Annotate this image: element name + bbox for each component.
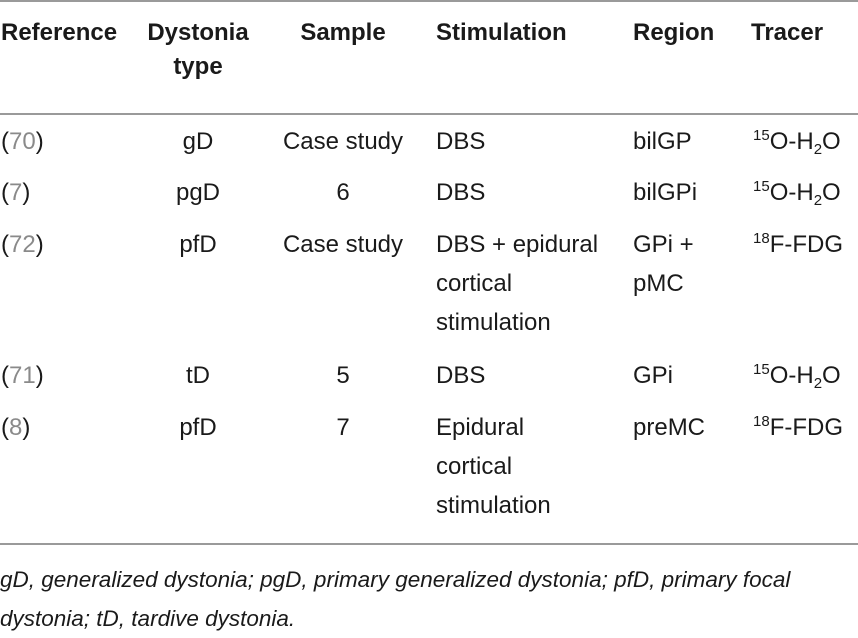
cell-stimulation: DBS <box>436 362 486 389</box>
cell-dystonia-type: pfD <box>179 414 217 441</box>
cell-tracer: 18F-FDG <box>753 408 843 450</box>
table-footnote: gD, generalized dystonia; pgD, primary g… <box>0 560 858 638</box>
cell-stimulation: Epidural cortical stimulation <box>436 408 551 525</box>
tracer-isotope: 15 <box>753 127 770 144</box>
cell-sample: Case study <box>282 128 404 155</box>
tracer-end: O <box>822 362 841 389</box>
header-stimulation: Stimulation <box>436 19 567 46</box>
cell-reference[interactable]: (8) <box>1 414 31 441</box>
tracer-main: F-FDG <box>769 414 843 441</box>
cell-tracer: 15O-H2O <box>753 173 841 215</box>
cell-stimulation: DBS <box>436 179 486 206</box>
cell-reference[interactable]: (7) <box>1 179 31 206</box>
header-reference: Reference <box>1 19 118 46</box>
region-line: GPi + <box>633 231 694 258</box>
stimulation-line: DBS + epidural <box>436 231 599 258</box>
header-sample: Sample <box>300 19 386 46</box>
cell-dystonia-type: gD <box>182 128 214 155</box>
tracer-isotope: 15 <box>753 361 770 378</box>
stimulation-line: cortical <box>436 270 513 297</box>
table-row: (7) pgD 6 DBS bilGPi 15O-H2O <box>0 173 858 213</box>
table-row: (71) tD 5 DBS GPi 15O-H2O <box>0 356 858 396</box>
cell-tracer: 15O-H2O <box>753 122 841 164</box>
cell-sample: 5 <box>336 362 350 389</box>
cell-reference[interactable]: (71) <box>1 362 44 389</box>
cell-sample: Case study <box>282 231 404 258</box>
region-line: pMC <box>633 270 684 297</box>
cell-region: bilGPi <box>633 179 698 206</box>
cell-stimulation: DBS <box>436 128 486 155</box>
cell-sample: 6 <box>336 179 350 206</box>
tracer-main: O-H <box>769 128 814 155</box>
tracer-sub: 2 <box>813 141 823 158</box>
cell-dystonia-type: pfD <box>179 231 217 258</box>
cell-region: bilGP <box>633 128 692 155</box>
cell-region: GPi <box>633 362 674 389</box>
header-tracer: Tracer <box>751 19 824 46</box>
stimulation-line: Epidural <box>436 414 525 441</box>
tracer-isotope: 15 <box>753 178 770 195</box>
tracer-main: F-FDG <box>769 231 843 258</box>
table-bottom-rule <box>0 543 858 545</box>
reference-link[interactable]: 72 <box>9 231 36 258</box>
cell-dystonia-type: tD <box>186 362 210 389</box>
header-dystonia-type-line2: type <box>173 53 223 80</box>
footnote-line1: gD, generalized dystonia; pgD, primary g… <box>0 567 791 592</box>
reference-link[interactable]: 70 <box>9 128 36 155</box>
tracer-end: O <box>822 128 841 155</box>
cell-region: GPi + pMC <box>633 225 694 303</box>
stimulation-line: stimulation <box>436 492 551 519</box>
cell-tracer: 18F-FDG <box>753 225 843 267</box>
stimulation-line: cortical <box>436 453 513 480</box>
header-dystonia-type: Dystonia type <box>138 16 258 84</box>
table-row: (72) pfD Case study DBS + epidural corti… <box>0 225 858 343</box>
header-dystonia-type-line1: Dystonia <box>147 19 249 46</box>
tracer-main: O-H <box>769 362 814 389</box>
table-row: (8) pfD 7 Epidural cortical stimulation … <box>0 408 858 526</box>
cell-region: preMC <box>633 414 706 441</box>
tracer-isotope: 18 <box>753 413 770 430</box>
header-region: Region <box>633 19 715 46</box>
reference-link[interactable]: 71 <box>9 362 36 389</box>
cell-reference[interactable]: (72) <box>1 231 44 258</box>
tracer-isotope: 18 <box>753 230 770 247</box>
header-bottom-rule <box>0 113 858 115</box>
tracer-sub: 2 <box>813 192 823 209</box>
table-row: (70) gD Case study DBS bilGP 15O-H2O <box>0 122 858 162</box>
tracer-sub: 2 <box>813 375 823 392</box>
cell-reference[interactable]: (70) <box>1 128 44 155</box>
stimulation-line: stimulation <box>436 309 551 336</box>
reference-link[interactable]: 8 <box>9 414 23 441</box>
cell-stimulation: DBS + epidural cortical stimulation <box>436 225 598 342</box>
footnote-line2: dystonia; tD, tardive dystonia. <box>0 606 296 631</box>
tracer-end: O <box>822 179 841 206</box>
reference-link[interactable]: 7 <box>9 179 23 206</box>
cell-dystonia-type: pgD <box>175 179 221 206</box>
table-top-rule <box>0 0 858 2</box>
tracer-main: O-H <box>769 179 814 206</box>
cell-sample: 7 <box>336 414 350 441</box>
cell-tracer: 15O-H2O <box>753 356 841 398</box>
